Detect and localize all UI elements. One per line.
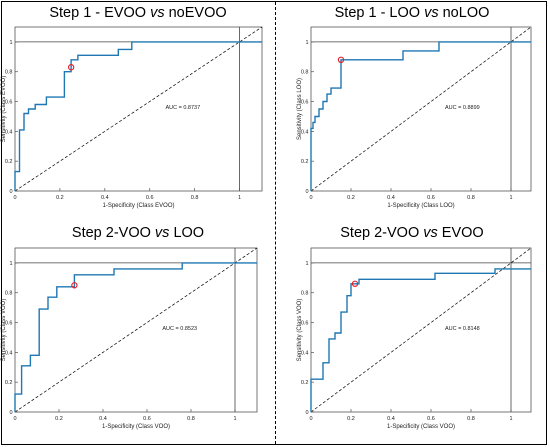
y-axis-label: Sensitivity (Class EVOO) bbox=[1, 76, 7, 143]
x-tick-label: 0.2 bbox=[56, 195, 64, 201]
x-tick-label: 0.4 bbox=[101, 195, 109, 201]
y-tick-label: 0.4 bbox=[301, 350, 309, 356]
operating-point-marker bbox=[351, 280, 359, 287]
operating-point-marker bbox=[337, 56, 345, 64]
panel-divider bbox=[275, 2, 276, 444]
y-tick-label: 0 bbox=[9, 410, 12, 416]
roc-curve-series bbox=[310, 41, 531, 191]
y-tick-label: 0.4 bbox=[301, 129, 309, 135]
roc-curve-series bbox=[310, 268, 531, 412]
title-part: noLOO bbox=[438, 5, 490, 21]
title-part: EVOO bbox=[437, 225, 484, 241]
chance-diagonal bbox=[310, 247, 532, 413]
y-tick-label: 0.4 bbox=[5, 129, 13, 135]
y-axis-label: Sensitivity (Class LOO) bbox=[297, 78, 303, 140]
x-axis-label: 1-Specificity (Class VOO) bbox=[102, 424, 170, 430]
x-tick-label: 0.8 bbox=[191, 195, 199, 201]
auc-label: AUC = 0.8899 bbox=[445, 105, 480, 111]
x-tick-label: 1 bbox=[509, 195, 512, 201]
operating-point-marker bbox=[67, 64, 75, 71]
y-tick-label: 0.2 bbox=[5, 380, 13, 386]
x-tick-label: 0.4 bbox=[387, 195, 395, 201]
x-tick-label: 0 bbox=[13, 195, 16, 201]
roc-curve-series bbox=[14, 41, 262, 191]
x-tick-label: 0.8 bbox=[187, 416, 195, 422]
y-tick-label: 1 bbox=[9, 261, 12, 267]
title-part: Step 1 - EVOO bbox=[49, 5, 151, 21]
x-tick-label: 0 bbox=[309, 195, 312, 201]
y-tick-label: 0.6 bbox=[5, 100, 13, 106]
roc-chart-loo: 0 0.2 0.4 0.6 0.8 1 0 0.2 0.4 0.6 0.8 1 1-Specificit… bbox=[297, 26, 532, 209]
chance-diagonal bbox=[14, 26, 263, 192]
chart-title: Step 2-VOO vs LOO bbox=[8, 225, 268, 241]
x-tick-label: 1 bbox=[509, 416, 512, 422]
x-tick-label: 0.8 bbox=[467, 195, 475, 201]
title-part: vs bbox=[423, 225, 438, 241]
title-part: vs bbox=[150, 5, 165, 21]
y-tick-label: 0.2 bbox=[5, 159, 13, 165]
y-tick-label: 0.2 bbox=[301, 380, 309, 386]
x-tick-label: 0 bbox=[13, 416, 16, 422]
chance-diagonal bbox=[310, 26, 532, 192]
y-tick-label: 0 bbox=[9, 189, 12, 195]
y-tick-label: 1 bbox=[305, 261, 308, 267]
title-part: Step 2-VOO bbox=[71, 225, 155, 241]
x-tick-label: 0.8 bbox=[467, 416, 475, 422]
x-tick-label: 1 bbox=[233, 416, 236, 422]
roc-curve-series bbox=[14, 262, 257, 412]
x-tick-label: 0.2 bbox=[347, 416, 355, 422]
y-tick-label: 0.8 bbox=[301, 70, 309, 76]
x-tick-label: 0.4 bbox=[387, 416, 395, 422]
title-part: vs bbox=[154, 225, 170, 241]
roc-chart-voo-loo: 0 0.2 0.4 0.6 0.8 1 0 0.2 0.4 0.6 0.8 1 1-Specificit… bbox=[1, 247, 258, 430]
operating-point-marker bbox=[71, 282, 78, 289]
roc-chart-evoo: 0 0.2 0.4 0.6 0.8 1 0 0.2 0.4 0.6 0.8 1 1-Specificit… bbox=[1, 26, 263, 209]
chance-diagonal bbox=[14, 247, 258, 413]
chart-title: Step 1 - LOO vs noLOO bbox=[282, 5, 542, 21]
y-tick-label: 0.6 bbox=[5, 321, 13, 327]
y-axis-label: Sensitivity (Class VOO) bbox=[297, 299, 303, 362]
chart-title: Step 2-VOO vs EVOO bbox=[282, 225, 542, 241]
auc-label: AUC = 0.8523 bbox=[162, 326, 197, 332]
y-tick-label: 1 bbox=[9, 40, 12, 46]
y-tick-label: 0 bbox=[305, 189, 308, 195]
title-part: noEVOO bbox=[164, 5, 227, 21]
x-tick-label: 0.6 bbox=[146, 195, 154, 201]
y-tick-label: 1 bbox=[305, 40, 308, 46]
y-tick-label: 0.8 bbox=[5, 70, 13, 76]
y-tick-label: 0 bbox=[305, 410, 308, 416]
x-tick-label: 1 bbox=[238, 195, 241, 201]
x-tick-label: 0.2 bbox=[55, 416, 63, 422]
y-axis-label: Sensitivity (Class VOO) bbox=[1, 299, 7, 362]
x-tick-label: 0.6 bbox=[427, 416, 435, 422]
y-tick-label: 0.6 bbox=[301, 321, 309, 327]
x-axis-label: 1-Specificity (Class VOO) bbox=[387, 424, 455, 430]
y-tick-label: 0.2 bbox=[301, 159, 309, 165]
x-axis-label: 1-Specificity (Class EVOO) bbox=[102, 203, 174, 209]
y-tick-label: 0.4 bbox=[5, 350, 13, 356]
y-tick-label: 0.6 bbox=[301, 100, 309, 106]
auc-label: AUC = 0.8148 bbox=[445, 326, 480, 332]
x-tick-label: 0.6 bbox=[427, 195, 435, 201]
title-part: vs bbox=[424, 5, 439, 21]
x-tick-label: 0.4 bbox=[99, 416, 107, 422]
y-tick-label: 0.8 bbox=[5, 291, 13, 297]
x-tick-label: 0 bbox=[309, 416, 312, 422]
auc-label: AUC = 0.8737 bbox=[165, 105, 200, 111]
x-tick-label: 0.6 bbox=[143, 416, 151, 422]
y-tick-label: 0.8 bbox=[301, 291, 309, 297]
title-part: Step 2-VOO bbox=[340, 225, 424, 241]
x-tick-label: 0.2 bbox=[347, 195, 355, 201]
x-axis-label: 1-Specificity (Class LOO) bbox=[387, 203, 454, 209]
chart-title: Step 1 - EVOO vs noEVOO bbox=[8, 5, 268, 21]
title-part: Step 1 - LOO bbox=[334, 5, 425, 21]
title-part: LOO bbox=[169, 225, 205, 241]
